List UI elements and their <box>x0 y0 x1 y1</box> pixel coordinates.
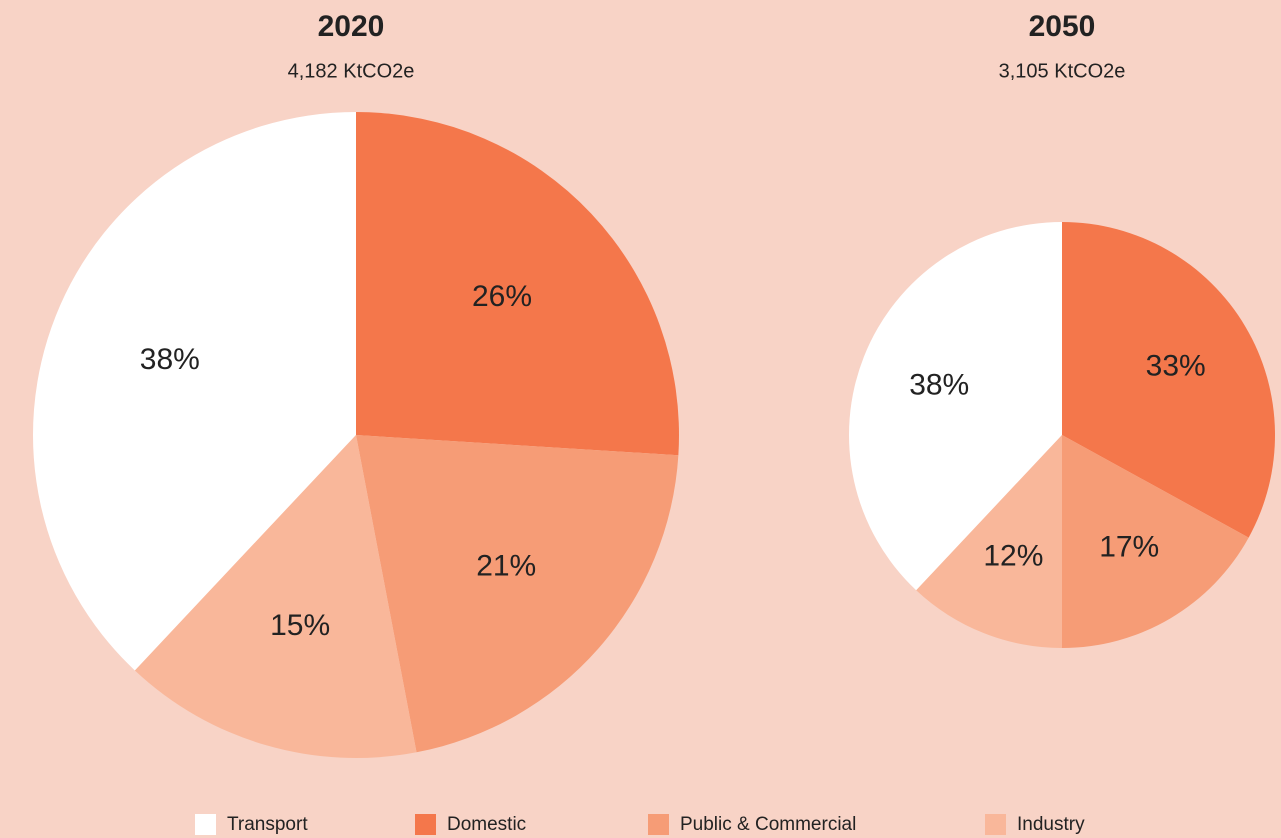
slice-label: 38% <box>140 343 200 376</box>
slice-label: 15% <box>270 609 330 642</box>
slice-label: 26% <box>472 280 532 313</box>
legend-label: Industry <box>1017 814 1085 835</box>
slice-label: 38% <box>909 368 969 401</box>
pie-slice <box>916 435 1062 648</box>
chart-subtitle: 3,105 KtCO2e <box>999 60 1126 82</box>
slice-label: 12% <box>983 540 1043 573</box>
chart-title: 2050 <box>1029 10 1096 43</box>
legend-swatch <box>648 814 669 835</box>
chart-subtitle: 4,182 KtCO2e <box>288 60 415 82</box>
slice-label: 17% <box>1099 531 1159 564</box>
pie-slice <box>356 435 679 753</box>
legend-label: Domestic <box>447 814 526 835</box>
slice-label: 21% <box>476 549 536 582</box>
legend-swatch <box>985 814 1006 835</box>
pie-slice <box>849 222 1062 591</box>
legend-label: Public & Commercial <box>680 814 856 835</box>
pie-slice <box>33 112 356 671</box>
slice-label: 33% <box>1146 350 1206 383</box>
pie-slice <box>1062 222 1275 538</box>
chart-title: 2020 <box>318 10 385 43</box>
legend-label: Transport <box>227 814 308 835</box>
pie-slice <box>356 112 679 456</box>
legend-swatch <box>195 814 216 835</box>
pie-slice <box>134 435 417 758</box>
legend-swatch <box>415 814 436 835</box>
pie-slice <box>1062 435 1249 648</box>
